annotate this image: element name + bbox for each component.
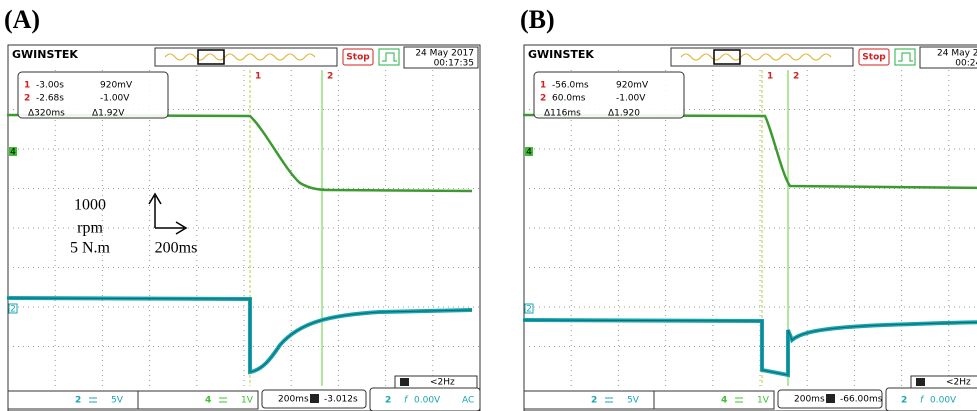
date: 24 May 201: [937, 49, 977, 59]
memory-bar: [671, 48, 853, 66]
cursor-time: 60.0ms: [552, 94, 586, 104]
cursor-time: -2.68s: [36, 94, 64, 104]
annotation: 1000: [74, 197, 106, 214]
delta-level: Δ1.92V: [92, 109, 125, 119]
timebase: 200ms: [278, 395, 309, 405]
h-icon: [310, 394, 319, 403]
run-status: Stop: [862, 53, 886, 63]
channel-scale: 1V: [757, 396, 770, 406]
freq-icon: [916, 378, 925, 386]
footer-ch4: [138, 391, 258, 409]
frequency: <2Hz: [430, 378, 455, 388]
channel-scale: 5V: [111, 396, 124, 406]
run-status: Stop: [346, 53, 370, 63]
channel-scale: 1V: [241, 396, 254, 406]
annotation: 5 N.m: [70, 240, 111, 257]
position: -66.00ms: [840, 395, 883, 405]
channel-id: 4: [205, 396, 211, 406]
cursor-id: 2: [540, 94, 546, 104]
cursor-id: 1: [540, 81, 546, 91]
panel-label: (A): [4, 5, 40, 34]
annotation: 200ms: [155, 240, 198, 257]
cursor-marker: 1: [255, 72, 261, 82]
channel-id: 4: [721, 396, 727, 406]
brand: GWINSTEK: [528, 48, 594, 61]
memory-bar: [155, 48, 337, 66]
brand: GWINSTEK: [12, 48, 78, 61]
cursor-level: 920mV: [616, 81, 649, 91]
freq-icon: [400, 378, 409, 386]
cursor-time: -56.0ms: [552, 81, 589, 91]
cursor-marker: 2: [327, 72, 333, 82]
ch2-marker-text: 2: [526, 305, 532, 315]
ch4-marker-text: 4: [526, 148, 532, 158]
cursor-id: 1: [24, 81, 30, 91]
footer-ch4: [654, 391, 774, 409]
ch4-marker-text: 4: [10, 148, 16, 158]
cursor-level: -1.00V: [616, 94, 646, 104]
trigger-coupling: AC: [462, 396, 474, 406]
cursor-marker: 1: [767, 72, 773, 82]
ch2-marker-text: 2: [10, 305, 16, 315]
timebase: 200ms: [794, 395, 825, 405]
annotation: rpm: [77, 220, 103, 237]
channel-id: 2: [75, 396, 81, 406]
trigger-source: 2: [901, 396, 907, 406]
delta-time: Δ116ms: [544, 109, 581, 119]
trigger-level: 0.00V: [414, 396, 441, 406]
cursor-level: -1.00V: [100, 94, 130, 104]
h-icon: [826, 394, 835, 403]
clock: 00:17:35: [434, 59, 474, 69]
cursor-level: 920mV: [100, 81, 133, 91]
date: 24 May 2017: [415, 49, 474, 59]
scope-panel: (B) GWINSTEK Stop 24 May 20100:24:1 1 2 1 -56.0…: [520, 5, 977, 411]
delta-level: Δ1.920: [608, 109, 640, 119]
frequency: <2Hz: [946, 378, 971, 388]
panel-label: (B): [520, 5, 555, 34]
cursor-id: 2: [24, 94, 30, 104]
trigger-source: 2: [385, 396, 391, 406]
trigger-level: 0.00V: [930, 396, 957, 406]
figure: (A) GWINSTEK Stop 24 May 201700:17:35 1 2 1 -3.…: [0, 0, 977, 411]
trigger-icon: [379, 49, 399, 65]
channel-scale: 5V: [627, 396, 640, 406]
cursor-marker: 2: [793, 72, 799, 82]
channel-id: 2: [591, 396, 597, 406]
delta-time: Δ320ms: [28, 109, 65, 119]
trigger-icon: [895, 49, 915, 65]
clock: 00:24:1: [955, 59, 977, 69]
cursor-time: -3.00s: [36, 81, 64, 91]
position: -3.012s: [324, 395, 358, 405]
